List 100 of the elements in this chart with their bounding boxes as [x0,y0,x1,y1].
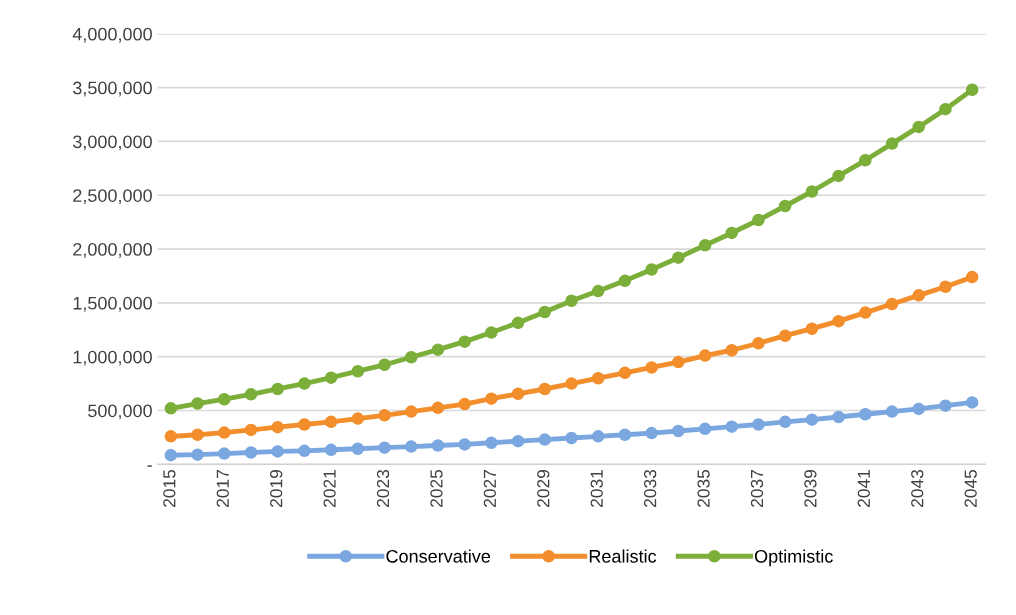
point [218,447,231,460]
point [618,366,632,380]
point [191,397,204,410]
point [565,431,578,445]
point [965,83,979,97]
point [244,388,258,401]
point [351,412,365,425]
point [271,420,284,434]
y-tick-label: - [147,465,152,467]
y-tick-label: 3,000,000 [72,135,152,151]
point [458,438,471,451]
point [511,316,525,330]
point [778,329,792,342]
x-tick-label: 2045 [964,469,977,507]
point [511,434,525,448]
point [805,413,819,426]
point [832,169,845,183]
point [698,349,712,362]
point [618,428,632,441]
point [164,402,178,415]
x-tick-label: 2033 [644,469,657,507]
point [752,418,765,431]
point [912,289,925,302]
y-tick-label: 2,500,000 [73,189,152,205]
point [645,263,658,276]
point [778,415,792,429]
x-tick-label: 2043 [911,469,924,507]
point [752,213,765,227]
point [725,226,739,240]
point [645,426,658,440]
y-tick-label: 1,500,000 [73,296,152,312]
x-tick-label: 2031 [590,470,603,507]
point [912,402,925,416]
point [725,420,739,433]
point [725,343,739,357]
y-tick-label: 3,500,000 [72,81,152,97]
point [565,377,578,390]
point [859,306,872,319]
point [244,423,258,437]
point [404,350,418,364]
point [565,294,578,307]
point [939,280,952,293]
point [698,239,712,252]
x-tick-label: 2029 [537,470,550,507]
y-tick-label: 2,000,000 [73,243,152,258]
legend-label: Optimistic [754,549,833,567]
point [218,426,231,439]
point [859,154,872,167]
point [538,382,552,396]
point [805,185,819,198]
y-tick-label: 1,000,000 [73,350,152,366]
point [591,371,605,385]
point [965,270,979,284]
point [672,424,685,438]
point [378,409,391,422]
point [645,361,658,374]
x-tick-label: 2023 [376,469,390,507]
point [431,401,445,415]
point [324,371,338,384]
point [404,405,418,418]
point [591,430,605,443]
x-tick-label: 2035 [697,469,710,507]
point [672,355,685,369]
point [378,441,391,454]
point [271,382,284,396]
point [885,137,899,150]
point [378,358,391,372]
point [218,392,231,406]
point [939,399,952,412]
point [244,446,258,459]
x-tick-label: 2015 [163,469,176,507]
point [805,322,819,335]
point [458,397,471,411]
point [485,326,498,339]
point [698,422,712,436]
point [672,251,685,264]
point [351,442,365,455]
x-tick-label: 2021 [323,470,336,507]
point [404,440,418,453]
point [485,436,498,450]
x-tick-label: 2037 [750,470,764,507]
point [859,408,872,421]
point [298,444,311,458]
point [271,445,284,458]
point [618,274,632,288]
point [324,443,338,457]
point [591,284,605,298]
x-tick-label: 2017 [216,470,229,507]
point [912,120,925,134]
legend-label: Conservative [386,549,491,563]
x-tick-label: 2041 [857,470,870,507]
point [431,439,445,452]
point [324,415,338,429]
point [939,102,952,116]
point [431,343,445,356]
point [191,428,204,441]
point [885,297,899,311]
point [832,314,845,328]
point [965,396,979,409]
point [298,377,311,390]
